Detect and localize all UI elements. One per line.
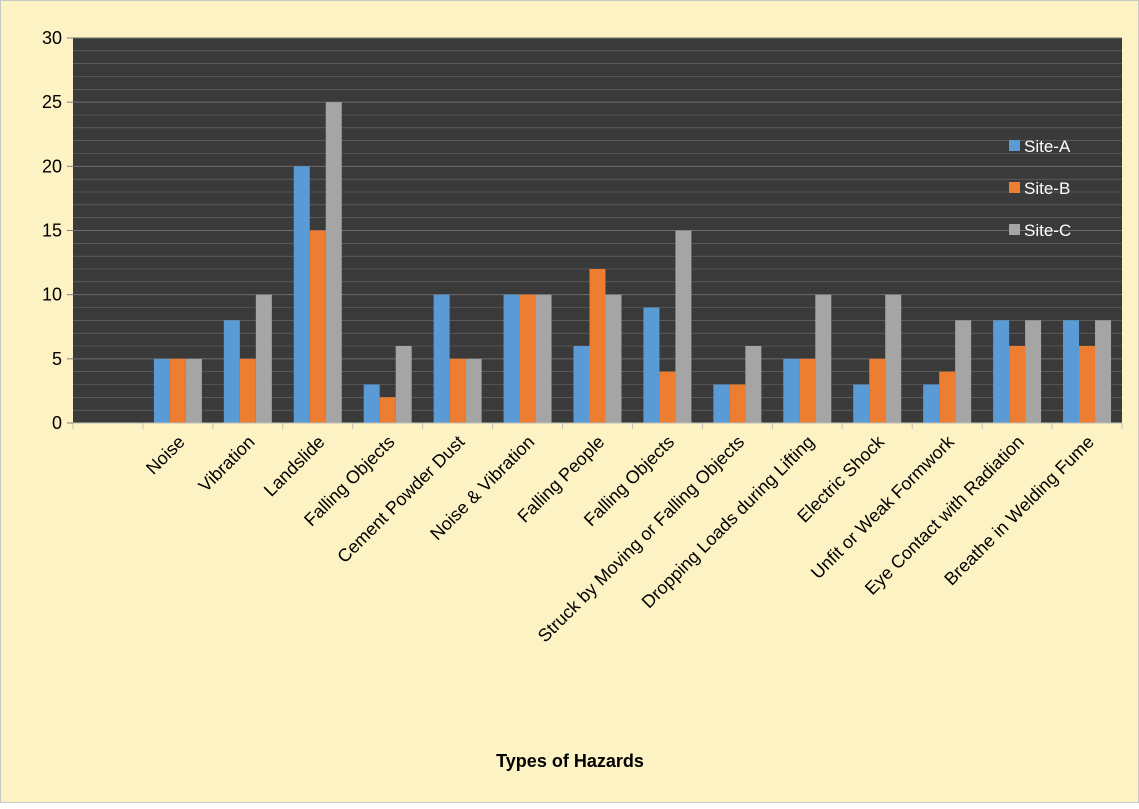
bar-site-a (433, 294, 450, 423)
legend-swatch-site-b (1009, 182, 1020, 193)
bar-site-c (535, 294, 552, 423)
y-tick-label: 25 (42, 92, 62, 112)
bar-site-b (519, 294, 536, 423)
bar-site-b (449, 358, 466, 423)
bars (153, 102, 1112, 424)
bar-site-c (675, 230, 692, 423)
y-tick-label: 5 (52, 349, 62, 369)
bar-site-b (869, 358, 886, 423)
bar-site-a (783, 358, 800, 423)
y-tick-label: 30 (42, 28, 62, 48)
legend-swatch-site-c (1009, 224, 1020, 235)
bar-site-c (465, 358, 482, 423)
bar-site-c (325, 102, 342, 424)
bar-site-c (815, 294, 832, 423)
x-tick-label: Vibration (195, 432, 259, 496)
legend: Site-A Site-B Site-C (1009, 137, 1071, 240)
bar-site-b (729, 384, 746, 423)
bar-site-a (573, 346, 590, 423)
legend-label-site-b: Site-B (1024, 179, 1070, 198)
bar-site-a (293, 166, 310, 424)
bar-site-c (1025, 320, 1042, 423)
bar-site-a (363, 384, 380, 423)
bar-site-a (223, 320, 240, 423)
bar-site-c (955, 320, 972, 423)
y-tick-labels: 0 5 10 15 20 25 30 (42, 28, 62, 433)
legend-label-site-a: Site-A (1024, 137, 1071, 156)
x-tick-label: Noise (142, 432, 189, 479)
bar-site-c (1095, 320, 1112, 423)
bar-site-a (643, 307, 660, 423)
x-tick-label: Breathe in Welding Fume (940, 432, 1098, 590)
bar-site-c (185, 358, 202, 423)
bar-site-b (589, 269, 606, 423)
bar-site-b (239, 358, 256, 423)
bar-site-b (799, 358, 816, 423)
y-tick-label: 15 (42, 221, 62, 241)
axes (67, 37, 1123, 429)
legend-label-site-c: Site-C (1024, 221, 1071, 240)
bar-site-c (745, 346, 762, 423)
x-tick-label: Landslide (260, 432, 329, 501)
bar-site-a (713, 384, 730, 423)
bar-site-b (309, 230, 326, 423)
bar-site-c (885, 294, 902, 423)
bar-site-a (1063, 320, 1080, 423)
y-tick-label: 10 (42, 285, 62, 305)
bar-site-b (1009, 346, 1026, 423)
bar-site-a (853, 384, 870, 423)
bar-site-b (659, 371, 676, 423)
bar-site-b (169, 358, 186, 423)
x-axis-label: Types of Hazards (496, 751, 644, 771)
bar-site-a (923, 384, 940, 423)
bar-site-c (605, 294, 622, 423)
bar-site-a (153, 358, 170, 423)
y-tick-label: 20 (42, 156, 62, 176)
bar-site-a (993, 320, 1010, 423)
bar-site-b (939, 371, 956, 423)
x-tick-label: Unfit or Weak Formwork (807, 431, 959, 583)
bar-site-b (379, 397, 396, 423)
y-tick-label: 0 (52, 413, 62, 433)
legend-swatch-site-a (1009, 140, 1020, 151)
bar-site-b (1079, 346, 1096, 423)
bar-site-c (255, 294, 272, 423)
bar-site-c (395, 346, 412, 423)
x-tick-label: Cement Powder Dust (333, 432, 468, 567)
bar-site-a (503, 294, 520, 423)
